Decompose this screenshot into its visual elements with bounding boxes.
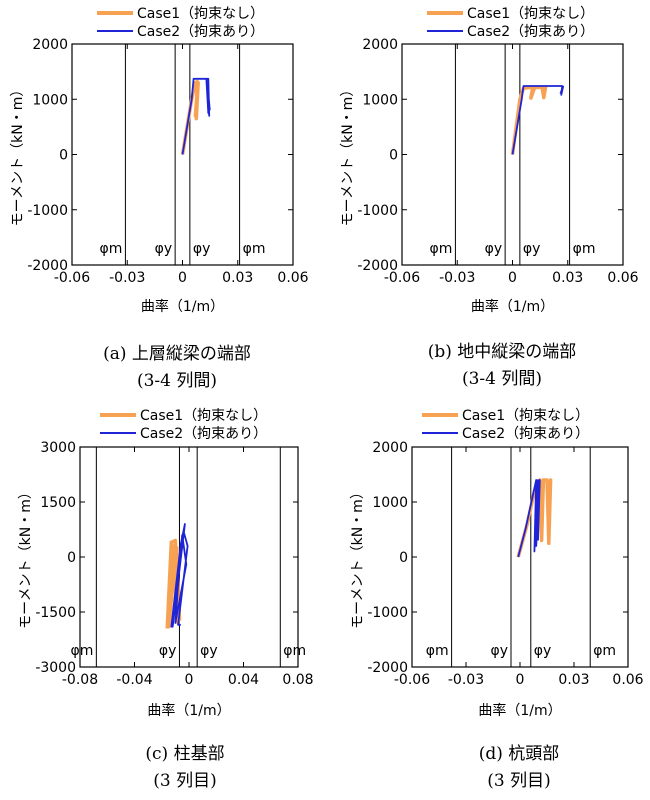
caption-d-line2: (3 列目) — [487, 771, 551, 791]
panel-b-x-axis-label: 曲率（1/m） — [471, 298, 554, 315]
panel-d-x-tick-label: 0.03 — [558, 672, 589, 688]
panel-b-y-axis-label: モーメント（kN・m） — [340, 83, 356, 227]
panel-c-reference-label: φy — [200, 643, 218, 659]
panel-c-y-tick-label: 3000 — [40, 440, 76, 456]
panel-c-series-2-line — [170, 523, 189, 628]
panel-b-y-tick-label: -2000 — [357, 258, 398, 274]
panel-a-reference-label: φy — [193, 241, 211, 257]
panel-c-y-tick-label: -1500 — [35, 605, 76, 621]
panel-b-y-tick-label: 0 — [389, 148, 398, 164]
caption-b: (b) 地中縦梁の端部 (3-4 列間) — [372, 339, 632, 393]
panel-b-y-tick-label: 1000 — [362, 92, 398, 108]
panel-d-x-tick-label: 0.06 — [612, 672, 643, 688]
panel-a-legend-label-1: Case1（拘束なし） — [137, 6, 264, 22]
panel-c-legend-label-2: Case2（拘束あり） — [140, 426, 267, 442]
panel-c-x-axis-label: 曲率（1/m） — [147, 702, 230, 719]
caption-c-line1: (c) 柱基部 — [145, 744, 225, 764]
panel-d-x-tick-label: -0.03 — [448, 672, 484, 688]
panel-d-reference-label: φy — [534, 643, 552, 659]
panel-b-x-tick-label: 0 — [508, 270, 517, 286]
panel-a-reference-label: φm — [100, 241, 123, 257]
panel-b-x-tick-label: -0.03 — [439, 270, 475, 286]
caption-d-line1: (d) 杭頭部 — [478, 744, 560, 764]
panel-d-legend-label-1: Case1（拘束なし） — [462, 408, 589, 424]
panel-a-reference-label: φm — [243, 241, 266, 257]
panel-a-y-tick-label: -2000 — [27, 258, 68, 274]
panel-d-y-tick-label: 0 — [399, 550, 408, 566]
panel-a-x-tick-label: -0.06 — [54, 270, 90, 286]
panel-d-y-tick-label: -2000 — [367, 660, 408, 676]
panel-a-y-tick-label: -1000 — [27, 203, 68, 219]
panel-c-x-tick-label: 0.08 — [282, 672, 313, 688]
panel-b-reference-label: φy — [523, 241, 541, 257]
caption-d: (d) 杭頭部 (3 列目) — [389, 741, 649, 795]
panel-d-x-axis-label: 曲率（1/m） — [478, 702, 561, 719]
panel-c-series-1-line — [165, 538, 182, 629]
panel-c-x-tick-label: -0.08 — [62, 672, 98, 688]
panel-a-reference-label: φy — [155, 241, 173, 257]
panel-b-legend-label-2: Case2（拘束あり） — [467, 24, 594, 40]
panel-c-x-tick-label: 0.04 — [228, 672, 259, 688]
panel-a-y-axis-label: モーメント（kN・m） — [10, 83, 26, 227]
caption-c: (c) 柱基部 (3 列目) — [55, 741, 315, 795]
panel-b-y-tick-label: 2000 — [362, 37, 398, 53]
caption-a-line1: (a) 上層縦梁の端部 — [103, 344, 251, 364]
panel-c-reference-label: φm — [70, 643, 93, 659]
panel-c-y-tick-label: -3000 — [35, 660, 76, 676]
panel-d-reference-label: φm — [593, 643, 616, 659]
panel-a-x-tick-label: 0 — [178, 270, 187, 286]
panel-d-y-tick-label: 2000 — [372, 440, 408, 456]
panel-c-plot-frame — [79, 446, 299, 668]
panel-b-series-2-line — [511, 85, 564, 155]
panel-c-reference-label: φy — [159, 643, 177, 659]
caption-a: (a) 上層縦梁の端部 (3-4 列間) — [47, 341, 307, 395]
panel-c-x-tick-label: -0.04 — [116, 672, 152, 688]
caption-c-line2: (3 列目) — [153, 771, 217, 791]
panel-c-x-tick-label: 0 — [185, 672, 194, 688]
panel-d-y-axis-label: モーメント（kN・m） — [350, 485, 366, 629]
panel-d-x-tick-label: 0 — [516, 672, 525, 688]
panel-a-y-tick-label: 1000 — [32, 92, 68, 108]
panel-d-y-tick-label: -1000 — [367, 605, 408, 621]
panel-c-y-axis-label: モーメント（kN・m） — [18, 485, 34, 629]
panel-a-y-tick-label: 2000 — [32, 37, 68, 53]
panel-b-y-tick-label: -1000 — [357, 203, 398, 219]
panel-c-y-tick-label: 0 — [67, 550, 76, 566]
panel-b-reference-label: φm — [573, 241, 596, 257]
panel-b-x-tick-label: 0.06 — [607, 270, 638, 286]
panel-c-reference-label: φm — [283, 643, 306, 659]
panel-a-x-axis-label: 曲率（1/m） — [141, 298, 224, 315]
panel-a-x-tick-label: -0.03 — [109, 270, 145, 286]
caption-b-line1: (b) 地中縦梁の端部 — [427, 342, 577, 362]
panel-b-x-tick-label: -0.06 — [384, 270, 420, 286]
panel-b-legend-label-1: Case1（拘束なし） — [467, 6, 594, 22]
panel-a-y-tick-label: 0 — [59, 148, 68, 164]
panel-c-y-tick-label: 1500 — [40, 495, 76, 511]
panel-d-x-tick-label: -0.06 — [394, 672, 430, 688]
panel-d-legend-label-2: Case2（拘束あり） — [462, 426, 589, 442]
panel-c-legend-label-1: Case1（拘束なし） — [140, 408, 267, 424]
panel-b-reference-label: φy — [485, 241, 503, 257]
panel-b-reference-label: φm — [430, 241, 453, 257]
caption-a-line2: (3-4 列間) — [136, 371, 218, 391]
panel-a-x-tick-label: 0.03 — [222, 270, 253, 286]
panel-a-series-2-line — [181, 77, 211, 155]
panel-d-reference-label: φm — [426, 643, 449, 659]
panel-b-x-tick-label: 0.03 — [552, 270, 583, 286]
panel-d-y-tick-label: 1000 — [372, 495, 408, 511]
panel-a-legend-label-2: Case2（拘束あり） — [137, 24, 264, 40]
panel-a-x-tick-label: 0.06 — [277, 270, 308, 286]
panel-d-reference-label: φy — [490, 643, 508, 659]
panel-d-series-2-line — [517, 479, 541, 558]
caption-b-line2: (3-4 列間) — [461, 369, 543, 389]
